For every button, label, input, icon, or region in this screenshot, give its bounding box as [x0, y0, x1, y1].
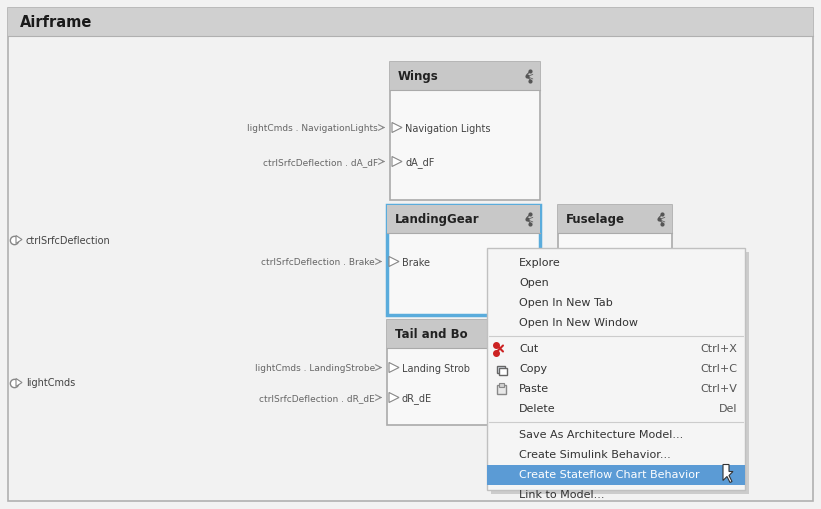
Polygon shape	[389, 393, 399, 403]
FancyBboxPatch shape	[387, 320, 540, 425]
FancyBboxPatch shape	[558, 205, 672, 233]
FancyBboxPatch shape	[499, 368, 507, 375]
Text: lightCmds . LandingStrobe: lightCmds . LandingStrobe	[255, 363, 375, 372]
Text: dA_dF: dA_dF	[405, 157, 434, 167]
FancyBboxPatch shape	[8, 9, 813, 37]
Text: lightCmds: lightCmds	[26, 378, 76, 388]
Text: <: <	[526, 71, 534, 81]
Text: <: <	[658, 214, 666, 224]
Polygon shape	[16, 236, 22, 244]
FancyBboxPatch shape	[387, 205, 540, 233]
Text: Explore: Explore	[519, 258, 561, 268]
FancyBboxPatch shape	[390, 63, 540, 200]
Text: Open In New Window: Open In New Window	[519, 318, 638, 328]
Text: Tail and Bo: Tail and Bo	[395, 327, 468, 341]
FancyBboxPatch shape	[390, 63, 540, 90]
Text: Landing Strob: Landing Strob	[402, 363, 470, 373]
FancyBboxPatch shape	[497, 366, 505, 373]
Text: Save As Architecture Model...: Save As Architecture Model...	[519, 430, 683, 440]
Polygon shape	[16, 379, 22, 387]
FancyBboxPatch shape	[497, 385, 506, 394]
Text: <: <	[526, 214, 534, 224]
Text: Delete: Delete	[519, 404, 556, 414]
Text: Link to Model...: Link to Model...	[519, 490, 604, 499]
Polygon shape	[392, 157, 402, 167]
Text: Cut: Cut	[519, 344, 539, 354]
Text: Fuselage: Fuselage	[566, 213, 625, 225]
Text: Ctrl+V: Ctrl+V	[700, 384, 737, 394]
Text: Open: Open	[519, 278, 548, 288]
Text: Navigation Lights: Navigation Lights	[405, 123, 490, 133]
FancyBboxPatch shape	[387, 320, 540, 348]
Text: Paste: Paste	[519, 384, 549, 394]
Text: Ctrl+X: Ctrl+X	[700, 344, 737, 354]
Text: <: <	[526, 329, 534, 339]
Text: Wings: Wings	[398, 70, 438, 83]
Polygon shape	[389, 257, 399, 267]
Text: ctrlSrfcDeflection: ctrlSrfcDeflection	[26, 235, 111, 245]
Text: Create Simulink Behavior...: Create Simulink Behavior...	[519, 449, 671, 460]
FancyBboxPatch shape	[558, 205, 672, 258]
Text: lightCmds . NavigationLights: lightCmds . NavigationLights	[247, 124, 378, 133]
Text: Open In New Tab: Open In New Tab	[519, 298, 612, 308]
Polygon shape	[392, 123, 402, 133]
Text: Ctrl+C: Ctrl+C	[700, 364, 737, 374]
FancyBboxPatch shape	[487, 465, 745, 485]
Text: Airframe: Airframe	[20, 15, 93, 30]
Text: Del: Del	[718, 404, 737, 414]
Text: LandingGear: LandingGear	[395, 213, 479, 225]
FancyBboxPatch shape	[487, 248, 745, 490]
Text: dR_dE: dR_dE	[402, 392, 432, 403]
Text: Create Stateflow Chart Behavior: Create Stateflow Chart Behavior	[519, 470, 699, 479]
Text: ctrlSrfcDeflection . dR_dE: ctrlSrfcDeflection . dR_dE	[259, 393, 375, 402]
FancyBboxPatch shape	[387, 205, 540, 315]
FancyBboxPatch shape	[491, 252, 749, 494]
Polygon shape	[723, 465, 733, 483]
Polygon shape	[389, 363, 399, 373]
FancyBboxPatch shape	[8, 9, 813, 500]
Text: Copy: Copy	[519, 364, 547, 374]
Text: Brake: Brake	[402, 257, 430, 267]
Text: ctrlSrfcDeflection . Brake: ctrlSrfcDeflection . Brake	[261, 258, 375, 267]
Text: ctrlSrfcDeflection . dA_dF: ctrlSrfcDeflection . dA_dF	[263, 158, 378, 166]
FancyBboxPatch shape	[499, 383, 504, 387]
